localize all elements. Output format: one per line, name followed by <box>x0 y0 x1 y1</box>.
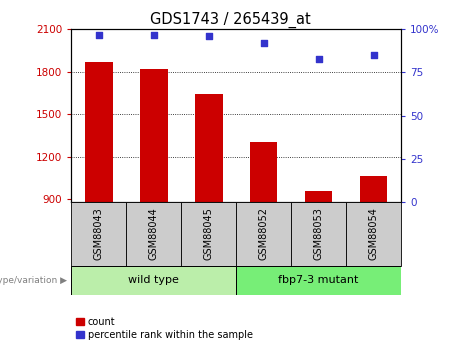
Bar <box>291 202 346 266</box>
Text: GSM88043: GSM88043 <box>94 207 104 260</box>
Bar <box>85 62 112 202</box>
Point <box>370 52 377 58</box>
Bar <box>195 95 223 202</box>
Bar <box>360 176 387 202</box>
Text: wild type: wild type <box>129 275 179 285</box>
Bar <box>305 190 332 202</box>
Text: GDS1743 / 265439_at: GDS1743 / 265439_at <box>150 12 311 28</box>
Point <box>315 56 322 61</box>
Bar <box>236 266 401 295</box>
Text: GSM88045: GSM88045 <box>204 207 214 260</box>
Bar <box>71 202 126 266</box>
Bar <box>71 266 236 295</box>
Point <box>150 32 158 37</box>
Point <box>205 33 213 39</box>
Text: fbp7-3 mutant: fbp7-3 mutant <box>278 275 359 285</box>
Text: GSM88054: GSM88054 <box>369 207 378 260</box>
Text: GSM88044: GSM88044 <box>149 207 159 260</box>
Bar <box>126 202 181 266</box>
Bar <box>181 202 236 266</box>
Point <box>95 32 103 37</box>
Text: GSM88053: GSM88053 <box>313 207 324 260</box>
Bar <box>346 202 401 266</box>
Text: genotype/variation ▶: genotype/variation ▶ <box>0 276 67 285</box>
Bar <box>140 69 168 202</box>
Bar <box>250 142 278 202</box>
Point <box>260 40 267 46</box>
Text: GSM88052: GSM88052 <box>259 207 269 260</box>
Bar <box>236 202 291 266</box>
Legend: count, percentile rank within the sample: count, percentile rank within the sample <box>77 317 253 340</box>
